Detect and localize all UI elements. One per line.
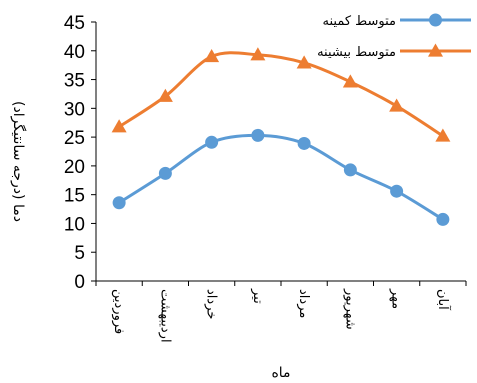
- data-point-triangle: [250, 47, 266, 61]
- data-point-circle: [251, 128, 265, 142]
- y-tick-label: 0: [74, 272, 85, 293]
- x-category-label: مرداد: [296, 289, 311, 318]
- y-tick-label: 40: [64, 42, 85, 63]
- series-line-1: [118, 51, 444, 138]
- y-axis-title: دما (درجه سانتیگراد): [10, 101, 27, 222]
- legend-label-1: متوسط بیشینه: [317, 45, 396, 60]
- x-category-label: خرداد: [204, 289, 219, 319]
- legend-marker-circle: [429, 13, 442, 27]
- x-axis: فروردین اردیبهشت خرداد تیر مرداد شهریور مهر آبا…: [95, 280, 467, 343]
- data-point-triangle: [204, 49, 220, 63]
- y-tick-label: 15: [64, 186, 85, 207]
- data-point-circle: [343, 163, 357, 177]
- x-category-label: مهر: [389, 288, 404, 309]
- y-tick-label: 30: [64, 99, 85, 120]
- y-axis: 0 5 10 15 20 25 30 35 40 45: [64, 13, 97, 293]
- y-tick-label: 35: [64, 71, 85, 92]
- data-point-triangle: [342, 74, 358, 88]
- y-tick-label: 20: [64, 157, 85, 178]
- y-tick-label: 25: [64, 128, 85, 149]
- x-axis-title: ماه: [271, 365, 290, 381]
- data-point-triangle: [111, 119, 127, 133]
- y-tick-label: 5: [74, 243, 85, 264]
- data-point-circle: [436, 212, 450, 226]
- series-layer: [111, 47, 451, 226]
- x-category-label: تیر: [250, 288, 265, 304]
- data-point-triangle: [435, 128, 451, 142]
- data-point-triangle: [157, 88, 173, 102]
- data-point-circle: [158, 166, 172, 180]
- data-point-triangle: [389, 98, 405, 112]
- y-tick-label: 10: [64, 214, 85, 235]
- legend-label-0: متوسط کمینه: [323, 14, 397, 29]
- data-point-circle: [390, 184, 404, 198]
- x-category-label: فروردین: [111, 289, 126, 334]
- data-point-circle: [297, 136, 311, 150]
- data-point-triangle: [296, 55, 312, 69]
- legend-marker-triangle: [428, 43, 443, 57]
- legend: متوسط کمینه متوسط بیشینه: [317, 13, 471, 60]
- data-point-circle: [205, 135, 219, 149]
- data-point-circle: [112, 196, 126, 210]
- x-category-label: اردیبهشت: [157, 289, 172, 343]
- x-category-label: شهریور: [342, 288, 357, 330]
- x-category-label: آبان: [435, 289, 452, 311]
- y-tick-label: 45: [64, 13, 85, 34]
